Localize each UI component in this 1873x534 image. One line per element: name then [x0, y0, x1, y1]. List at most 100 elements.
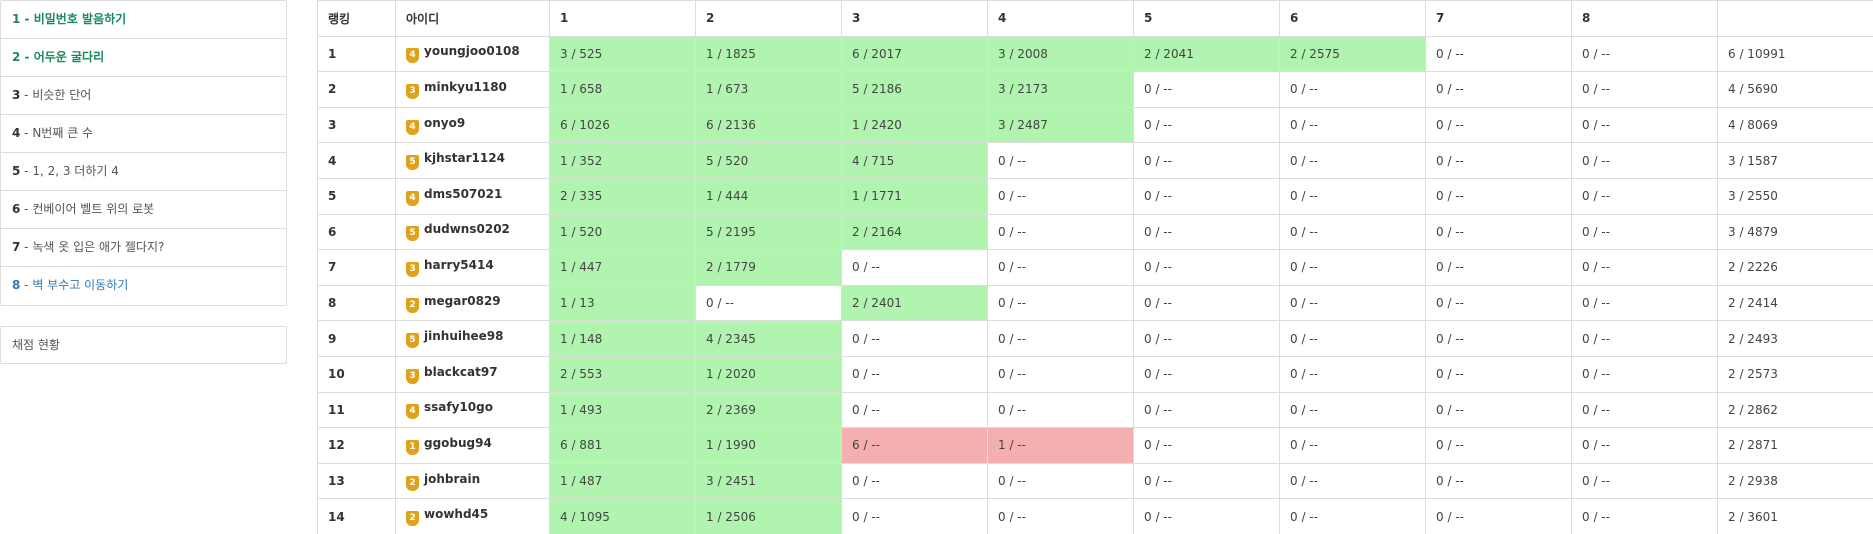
problem-separator: - [20, 50, 34, 64]
problem-result-cell: 1 / 493 [549, 391, 696, 429]
username[interactable]: blackcat97 [424, 364, 498, 379]
problem-result-cell: 0 / -- [1571, 249, 1718, 286]
table-row: 8 2 megar0829 1 / 13 0 / -- 2 / 2401 0 / -- 0 /… [317, 284, 1873, 322]
problem-result-cell: 0 / -- [987, 249, 1134, 286]
tier-badge-icon: 4 [406, 404, 419, 420]
username[interactable]: wowhd45 [424, 507, 489, 522]
problem-result-cell: 0 / -- [1133, 71, 1280, 108]
column-header: 8 [1571, 0, 1718, 37]
table-row: 12 1 ggobug94 6 / 881 1 / 1990 6 / -- 1 / -- 0 … [317, 427, 1873, 464]
user-cell: 1 ggobug94 [395, 427, 550, 464]
problem-result-cell: 2 / 2401 [841, 284, 988, 322]
problem-number: 7 [12, 240, 21, 254]
problem-result-cell: 0 / -- [987, 498, 1134, 534]
total-cell: 2 / 3601 [1717, 498, 1873, 534]
problem-result-cell: 0 / -- [1571, 106, 1718, 144]
problem-result-cell: 2 / 553 [549, 355, 696, 393]
problem-result-cell: 0 / -- [1571, 213, 1718, 251]
problem-result-cell: 0 / -- [1133, 142, 1280, 179]
username[interactable]: kjhstar1124 [424, 151, 505, 166]
problem-result-cell: 3 / 2008 [987, 35, 1134, 73]
table-row: 5 4 dms507021 2 / 335 1 / 444 1 / 1771 0 / -- 0… [317, 177, 1873, 215]
problem-number: 5 [12, 164, 21, 178]
problem-result-cell: 6 / 2017 [841, 35, 988, 73]
table-row: 3 4 onyo9 6 / 1026 6 / 2136 1 / 2420 3 / 2487 0… [317, 106, 1873, 144]
problem-result-cell: 0 / -- [1133, 177, 1280, 215]
problem-result-cell: 0 / -- [1133, 498, 1280, 534]
problem-title: 벽 부수고 이동하기 [32, 278, 129, 292]
problem-result-cell: 0 / -- [1279, 177, 1426, 215]
problem-result-cell: 0 / -- [1279, 213, 1426, 251]
rank-cell: 14 [317, 498, 396, 534]
username[interactable]: johbrain [424, 471, 481, 486]
problem-result-cell: 0 / -- [987, 320, 1134, 357]
problem-result-cell: 0 / -- [987, 213, 1134, 251]
problem-item-2[interactable]: 2 - 어두운 굴다리 [1, 39, 286, 77]
table-row: 14 2 wowhd45 4 / 1095 1 / 2506 0 / -- 0 / -- 0 … [317, 498, 1873, 534]
problem-result-cell: 0 / -- [1279, 142, 1426, 179]
problem-result-cell: 0 / -- [1571, 462, 1718, 500]
username[interactable]: ggobug94 [424, 435, 492, 450]
username[interactable]: youngjoo0108 [424, 44, 520, 59]
table-body: 1 4 youngjoo0108 3 / 525 1 / 1825 6 / 2017 3 /… [317, 35, 1873, 534]
column-header: 6 [1279, 0, 1426, 37]
user-cell: 3 minkyu1180 [395, 71, 550, 108]
total-cell: 3 / 2550 [1717, 177, 1873, 215]
problem-separator: - [20, 126, 33, 140]
problem-number: 3 [12, 88, 21, 102]
tier-badge-icon: 5 [406, 333, 419, 349]
problem-result-cell: 0 / -- [1571, 142, 1718, 179]
problem-result-cell: 0 / -- [1425, 177, 1572, 215]
problem-item-1[interactable]: 1 - 비밀번호 발음하기 [1, 1, 286, 39]
problem-result-cell: 0 / -- [987, 284, 1134, 322]
problem-result-cell: 0 / -- [987, 391, 1134, 429]
username[interactable]: minkyu1180 [424, 79, 507, 94]
problem-result-cell: 0 / -- [1425, 320, 1572, 357]
total-cell: 2 / 2573 [1717, 355, 1873, 393]
problem-result-cell: 3 / 525 [549, 35, 696, 73]
problem-result-cell: 0 / -- [1133, 427, 1280, 464]
problem-result-cell: 1 / 447 [549, 249, 696, 286]
problem-result-cell: 0 / -- [1425, 498, 1572, 534]
table-row: 7 3 harry5414 1 / 447 2 / 1779 0 / -- 0 / -- 0 … [317, 249, 1873, 286]
column-header [1717, 0, 1873, 37]
column-header: 4 [987, 0, 1134, 37]
problem-result-cell: 0 / -- [1133, 284, 1280, 322]
sidebar: 1 - 비밀번호 발음하기 2 - 어두운 굴다리 3 - 비슷한 단어 4 - N번… [0, 0, 287, 364]
problem-item-8[interactable]: 8 - 벽 부수고 이동하기 [1, 267, 286, 305]
table-row: 2 3 minkyu1180 1 / 658 1 / 673 5 / 2186 3 / 21… [317, 71, 1873, 108]
problem-number: 6 [12, 202, 21, 216]
username[interactable]: dms507021 [424, 186, 503, 201]
username[interactable]: harry5414 [424, 257, 494, 272]
username[interactable]: megar0829 [424, 293, 501, 308]
problem-result-cell: 6 / -- [841, 427, 988, 464]
problem-item-3[interactable]: 3 - 비슷한 단어 [1, 77, 286, 115]
problem-item-5[interactable]: 5 - 1, 2, 3 더하기 4 [1, 153, 286, 191]
problem-result-cell: 0 / -- [841, 498, 988, 534]
user-cell: 2 wowhd45 [395, 498, 550, 534]
table-header-row: 랭킹 아이디 1 2 3 4 5 6 7 8 [317, 0, 1873, 37]
problem-result-cell: 1 / -- [987, 427, 1134, 464]
username[interactable]: ssafy10go [424, 400, 493, 415]
total-cell: 3 / 1587 [1717, 142, 1873, 179]
problem-separator: - [20, 164, 33, 178]
problem-item-4[interactable]: 4 - N번째 큰 수 [1, 115, 286, 153]
total-cell: 4 / 8069 [1717, 106, 1873, 144]
username[interactable]: dudwns0202 [424, 222, 510, 237]
status-button[interactable]: 채점 현황 [0, 326, 287, 364]
problem-result-cell: 1 / 487 [549, 462, 696, 500]
user-cell: 3 blackcat97 [395, 355, 550, 393]
problem-item-7[interactable]: 7 - 녹색 옷 입은 애가 젤다지? [1, 229, 286, 267]
problem-list: 1 - 비밀번호 발음하기 2 - 어두운 굴다리 3 - 비슷한 단어 4 - N번… [0, 0, 287, 306]
problem-separator: - [20, 12, 34, 26]
problem-result-cell: 0 / -- [1571, 35, 1718, 73]
username[interactable]: onyo9 [424, 115, 466, 130]
problem-result-cell: 0 / -- [1279, 427, 1426, 464]
username[interactable]: jinhuihee98 [424, 329, 504, 344]
tier-badge-icon: 3 [406, 83, 419, 99]
rank-cell: 8 [317, 284, 396, 322]
problem-result-cell: 0 / -- [841, 320, 988, 357]
problem-result-cell: 0 / -- [1279, 71, 1426, 108]
problem-result-cell: 1 / 1771 [841, 177, 988, 215]
problem-item-6[interactable]: 6 - 컨베이어 벨트 위의 로봇 [1, 191, 286, 229]
